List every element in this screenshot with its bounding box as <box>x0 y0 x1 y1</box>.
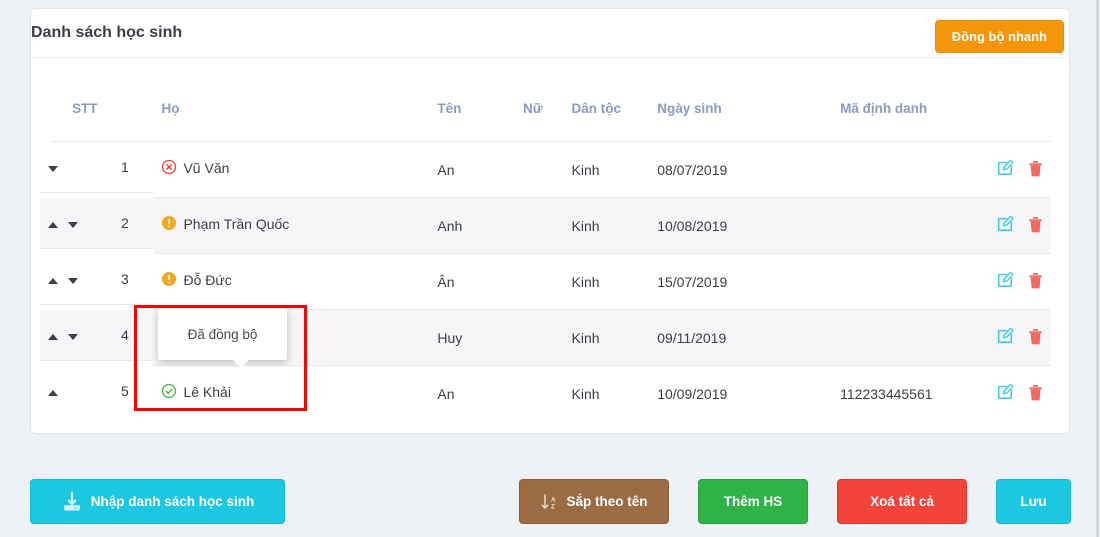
svg-text:A: A <box>551 496 556 503</box>
svg-text:Z: Z <box>551 503 555 510</box>
